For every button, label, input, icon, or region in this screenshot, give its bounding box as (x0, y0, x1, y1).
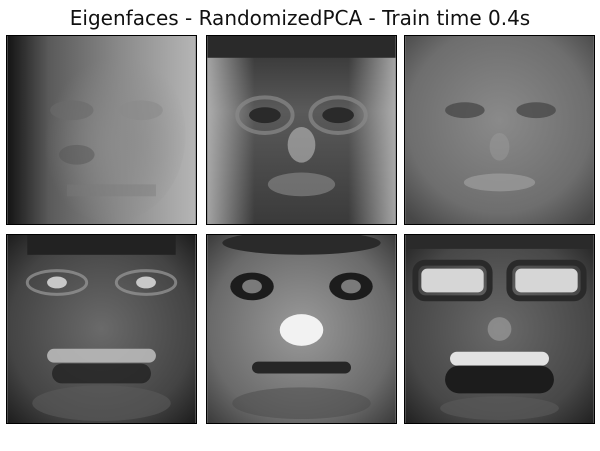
eigenface-image-5 (207, 235, 396, 423)
eigenface-image-2 (207, 36, 396, 224)
figure-title: Eigenfaces - RandomizedPCA - Train time … (69, 6, 531, 30)
eigenface-panel-4 (6, 234, 197, 424)
eigenface-image-4 (7, 235, 196, 423)
eigenface-panel-2 (206, 35, 397, 225)
eigenface-panel-5 (206, 234, 397, 424)
eigenface-image-3 (405, 36, 594, 224)
eigenface-panel-3 (404, 35, 595, 225)
eigenface-panel-6 (404, 234, 595, 424)
eigenface-panel-1 (6, 35, 197, 225)
eigenface-image-6 (405, 235, 594, 423)
eigenface-image-1 (7, 36, 196, 224)
